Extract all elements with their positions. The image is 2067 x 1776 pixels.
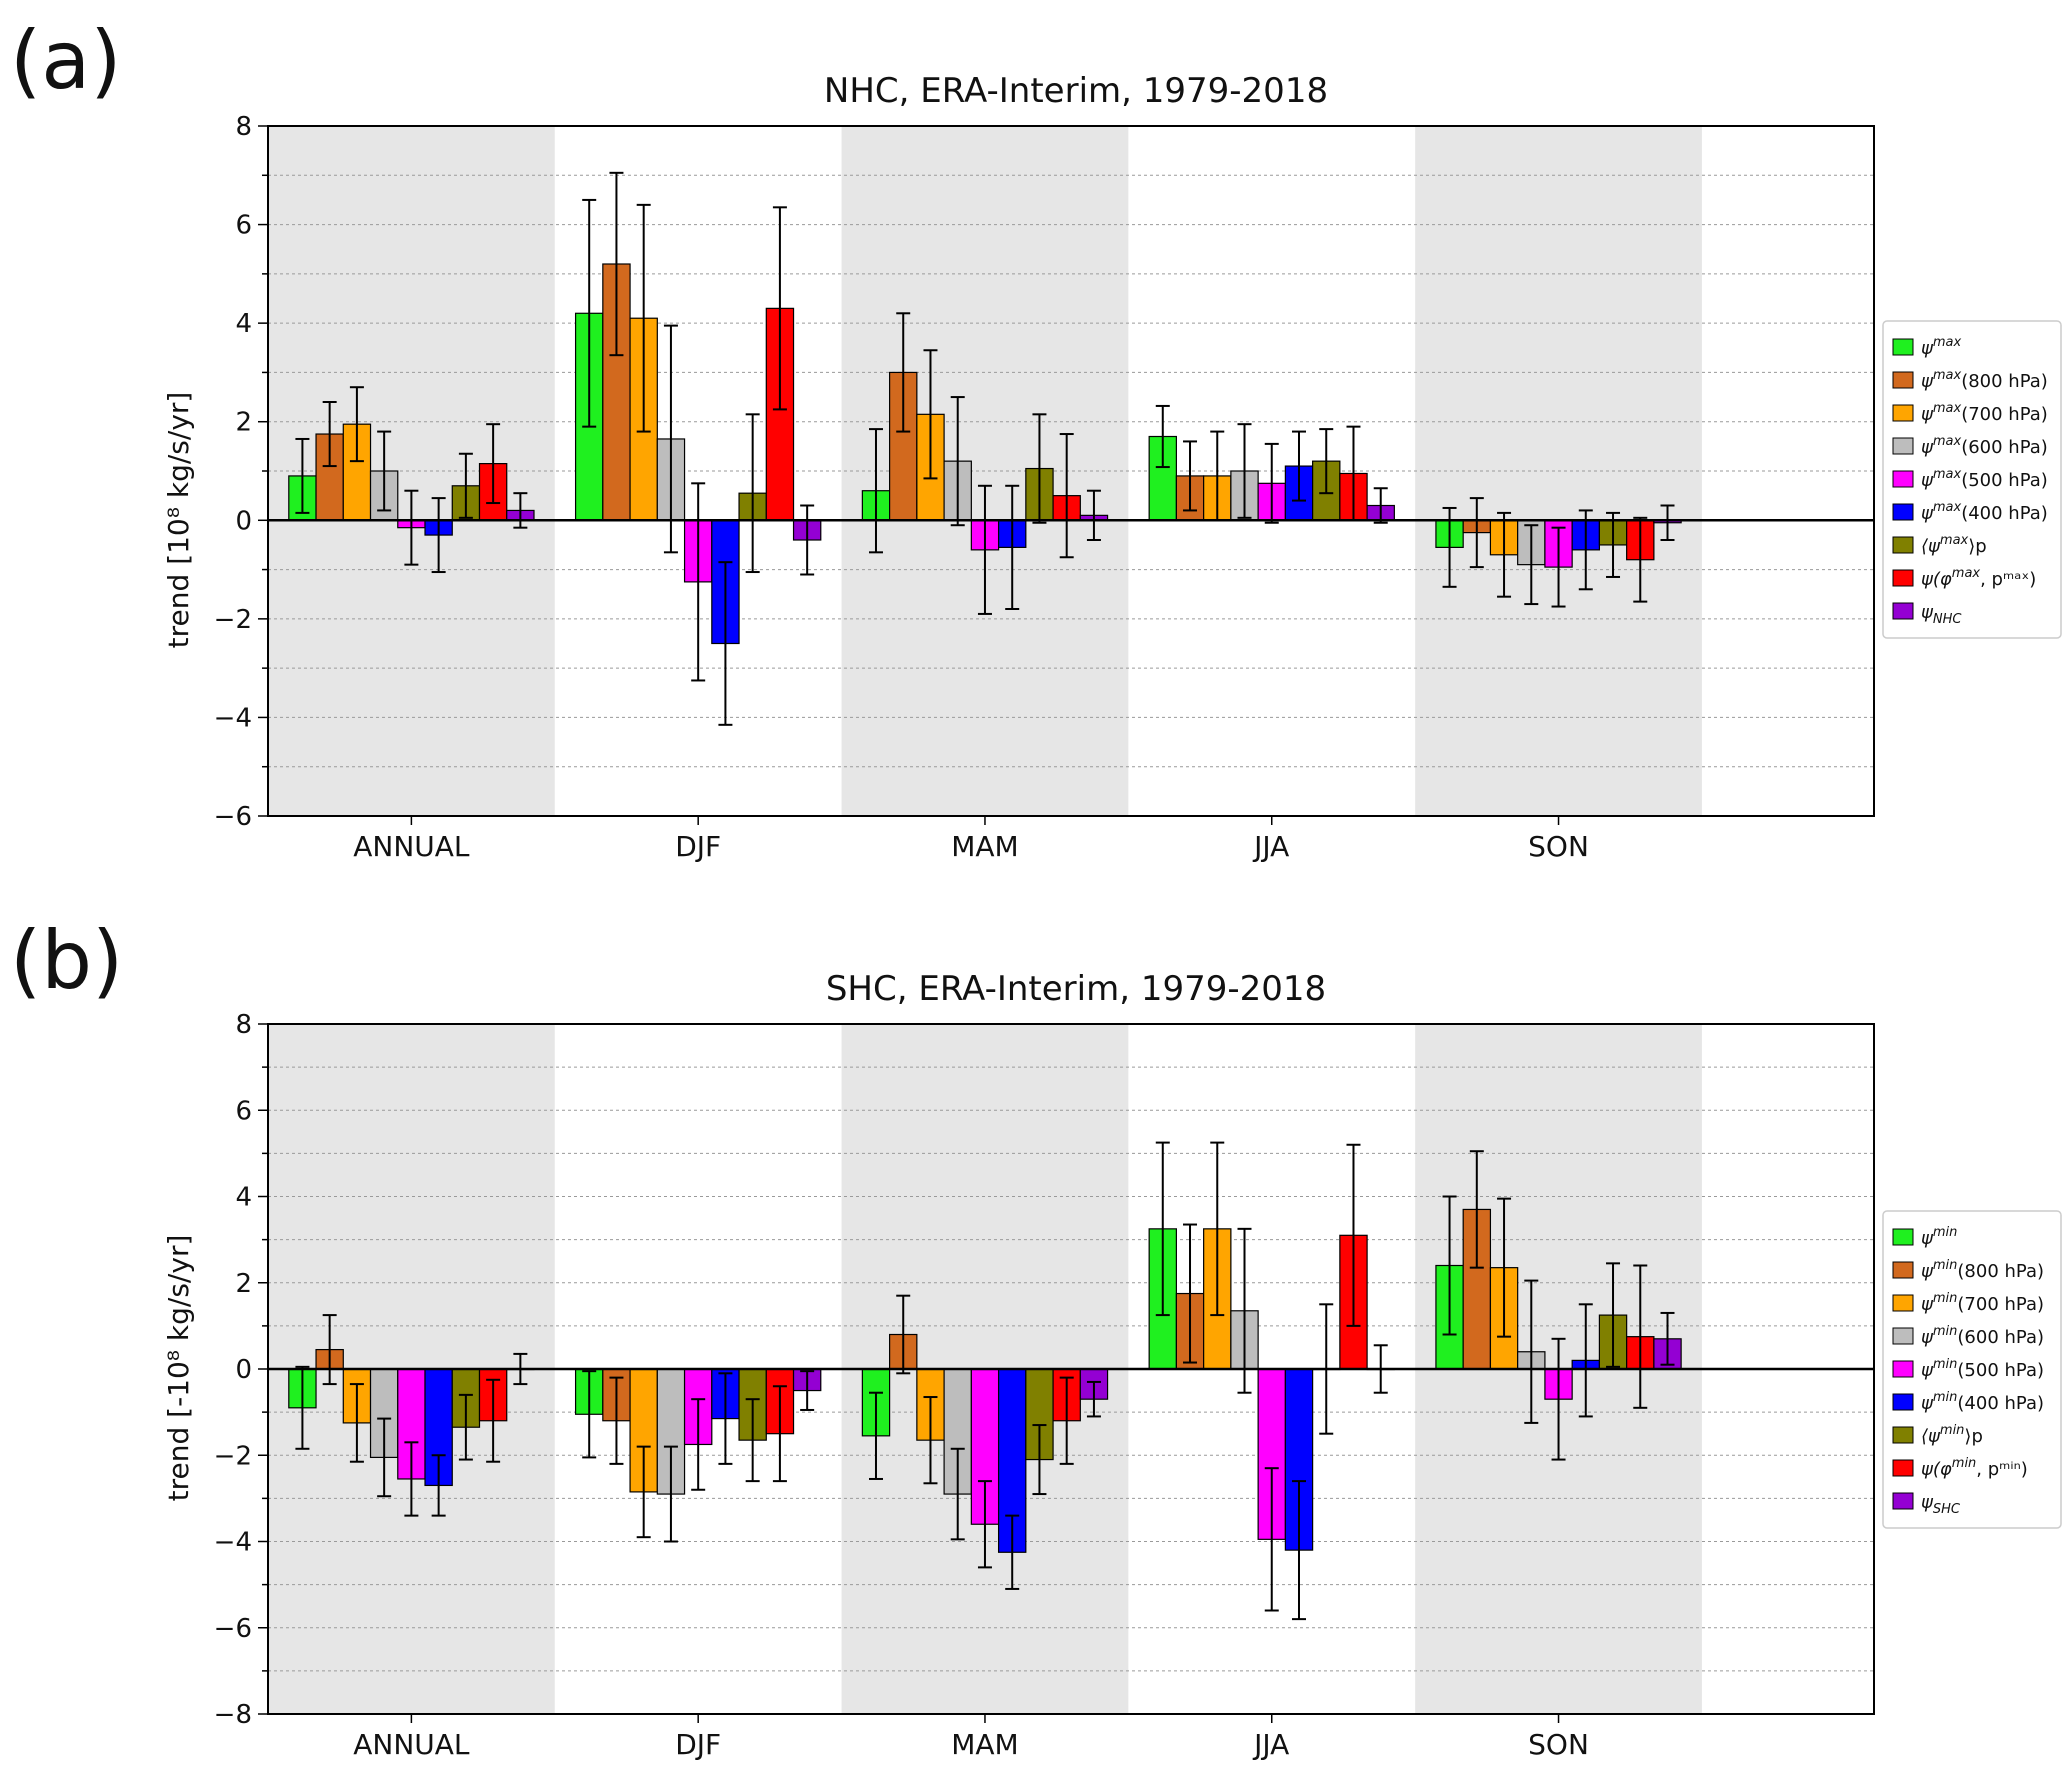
x-ticks: ANNUAL DJF MAM JJA SON [353,816,1589,863]
legend-label: ψmax(600 hPa) [1921,434,2048,458]
x-tick-label: JJA [1252,1728,1289,1761]
x-tick-label: SON [1528,1728,1589,1761]
legend-label: ψmax [1921,335,1962,359]
y-tick-label: 4 [235,309,252,339]
chart-title: NHC, ERA-Interim, 1979-2018 [824,71,1328,111]
y-tick-label: −2 [214,1441,252,1471]
x-tick-label: ANNUAL [353,1728,470,1761]
error-bars [295,171,1675,726]
grid-lines [268,174,1874,768]
y-axis-label: trend [-10⁸ kg/s/yr] [162,1235,195,1502]
x-tick-label: SON [1528,830,1589,863]
legend-swatch [1892,1261,1914,1279]
legend-label: ψmax(800 hPa) [1921,368,2048,392]
legend-label: ψmin(500 hPa) [1921,1357,2044,1381]
legend-swatch [1892,1228,1914,1246]
legend-swatch [1892,1492,1914,1510]
y-axis-label: trend [10⁸ kg/s/yr] [162,392,195,649]
y-tick-label: −4 [214,1528,252,1558]
legend-swatch [1892,1393,1914,1411]
chart-title: SHC, ERA-Interim, 1979-2018 [826,969,1326,1009]
panel-a: (a) NHC, ERA-Interim, 1979-2018 trend [1… [10,14,2062,863]
legend-swatch [1892,437,1914,455]
legend-label: ψmin(800 hPa) [1921,1258,2044,1282]
legend-label: ψmin(700 hPa) [1921,1291,2044,1315]
legend-swatch [1892,404,1914,422]
legend-label: ψmin(400 hPa) [1921,1390,2044,1414]
y-tick-label: 4 [235,1183,252,1213]
legend-label: ψmax(400 hPa) [1921,500,2048,524]
x-tick-label: MAM [951,1728,1018,1761]
x-tick-label: ANNUAL [353,830,470,863]
legend: ψmax ψmax(800 hPa) ψmax(700 hPa) ψmax(600 h… [1882,320,2062,639]
legend-swatch [1892,1459,1914,1477]
legend-swatch [1892,503,1914,521]
legend-label: ⟨ψmax⟩p [1921,533,1987,557]
panel-label: (b) [10,914,123,1007]
legend-swatch [1892,569,1914,587]
legend-swatch [1892,1294,1914,1312]
legend-label: ψ(φmax, pᵐᵃˣ) [1921,566,2036,590]
x-tick-label: DJF [675,830,721,863]
y-tick-label: −6 [214,1614,252,1644]
legend-swatch [1892,1327,1914,1345]
y-tick-label: 0 [235,506,252,536]
panel-b: (b) SHC, ERA-Interim, 1979-2018 trend [-… [10,914,2062,1761]
legend-label: ψmin [1921,1225,1957,1249]
legend-label: ψNHC [1921,602,1962,627]
panel-label: (a) [10,14,121,107]
legend-swatch [1892,470,1914,488]
legend-swatch [1892,371,1914,389]
legend-label: ψmax(500 hPa) [1921,467,2048,491]
x-tick-label: MAM [951,830,1018,863]
y-ticks: −8 −6 −4 −2 0 2 4 6 8 [214,1010,268,1730]
y-tick-label: −8 [214,1700,252,1730]
grid-lines [268,1066,1874,1672]
legend-swatch [1892,1360,1914,1378]
y-tick-label: 8 [235,112,252,142]
legend-box [1882,320,2062,639]
legend-label: ψmin(600 hPa) [1921,1324,2044,1348]
legend-swatch [1892,602,1914,620]
error-bars [295,1141,1675,1621]
y-tick-label: −6 [214,802,252,832]
x-ticks: ANNUAL DJF MAM JJA SON [353,1714,1589,1761]
y-tick-label: −4 [214,703,252,733]
legend: ψmin ψmin(800 hPa) ψmin(700 hPa) ψmin(600 h… [1882,1210,2062,1529]
legend-label: ⟨ψmin⟩p [1921,1423,1983,1447]
y-tick-label: 6 [235,1096,252,1126]
y-tick-label: 2 [235,1269,252,1299]
y-tick-label: 0 [235,1355,252,1385]
x-tick-label: JJA [1252,830,1289,863]
legend-swatch [1892,1426,1914,1444]
legend-label: ψmax(700 hPa) [1921,401,2048,425]
y-tick-label: 8 [235,1010,252,1040]
legend-swatch [1892,536,1914,554]
legend-label: ψSHC [1921,1492,1961,1517]
x-tick-label: DJF [675,1728,721,1761]
y-ticks: −6 −4 −2 0 2 4 6 8 [214,112,268,832]
legend-box [1882,1210,2062,1529]
y-tick-label: 6 [235,211,252,241]
legend-swatch [1892,338,1914,356]
legend-label: ψ(φmin, pᵐⁱⁿ) [1921,1456,2028,1480]
y-tick-label: 2 [235,408,252,438]
y-tick-label: −2 [214,605,252,635]
